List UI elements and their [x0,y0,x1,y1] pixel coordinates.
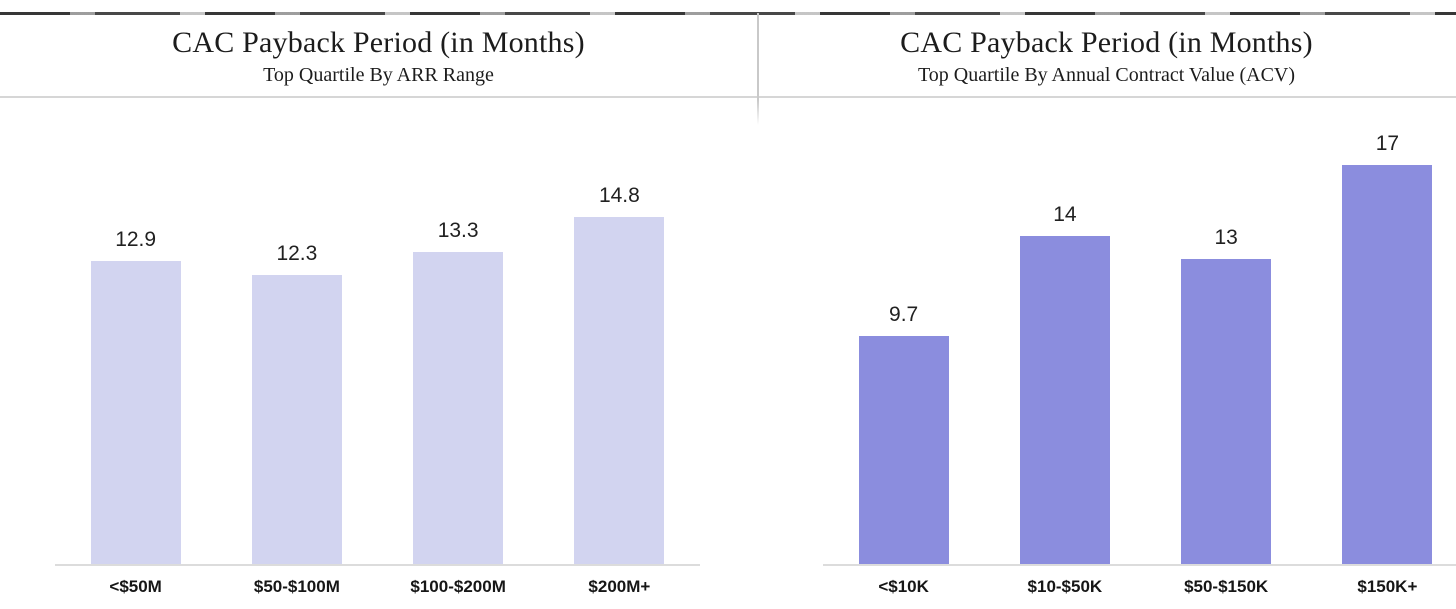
bar-value-label: 12.3 [276,242,318,265]
category-label: $10-$50K [1027,577,1103,596]
bar [1181,259,1272,564]
chart-acv-range: CAC Payback Period (in Months) Top Quart… [757,0,1456,609]
chart-arr-range: CAC Payback Period (in Months) Top Quart… [0,26,757,597]
x-axis-line [55,564,700,566]
chart-header: CAC Payback Period (in Months) Top Quart… [757,26,1456,86]
category-label: <$10K [878,577,929,596]
bar-value-label: 13.3 [437,219,479,242]
bar [858,336,949,564]
category-label: $200M+ [588,577,651,596]
bar-column: 12.3 [216,130,377,564]
vertical-divider-line [757,13,759,125]
bar-value-label: 14 [1053,203,1077,226]
bar-value-label: 13 [1214,226,1238,249]
bar-column: 12.9 [55,130,216,564]
bar-column: 13.3 [378,130,539,564]
plot-area: 9.7 14 13 17 [823,130,1456,564]
bar [90,261,181,564]
chart-header: CAC Payback Period (in Months) Top Quart… [0,26,757,86]
bar [574,217,665,564]
bar-column: 13 [1146,130,1307,564]
category-label: $100-$200M [410,577,506,596]
bar-value-label: 12.9 [115,228,157,251]
chart-title: CAC Payback Period (in Months) [900,26,1313,59]
header-divider-line [0,96,1456,98]
category-label-row: <$50M $50-$100M $100-$200M $200M+ [55,577,700,597]
category-label-row: <$10K $10-$50K $50-$150K $150K+ [823,577,1456,597]
bar [413,252,504,564]
category-label: $50-$100M [253,577,340,596]
chart-subtitle: Top Quartile By ARR Range [263,64,494,86]
bar-value-label: 14.8 [598,184,640,207]
bar-value-label: 9.7 [889,303,919,326]
x-axis-line [823,564,1456,566]
bar-column: 14.8 [539,130,700,564]
bar-column: 17 [1307,130,1456,564]
bar-column: 14 [984,130,1145,564]
bar-value-label: 17 [1375,132,1400,155]
category-label: $50-$150K [1184,577,1269,596]
bar [251,275,342,564]
chart-title: CAC Payback Period (in Months) [172,26,585,59]
category-label: $150K+ [1357,577,1418,596]
bar [1342,165,1433,564]
bar [1019,236,1110,564]
bar-column: 9.7 [823,130,984,564]
plot-area: 12.9 12.3 13.3 14.8 [55,130,700,564]
chart-subtitle: Top Quartile By Annual Contract Value (A… [917,64,1296,86]
category-label: <$50M [109,577,162,596]
top-border-line [0,12,1456,15]
